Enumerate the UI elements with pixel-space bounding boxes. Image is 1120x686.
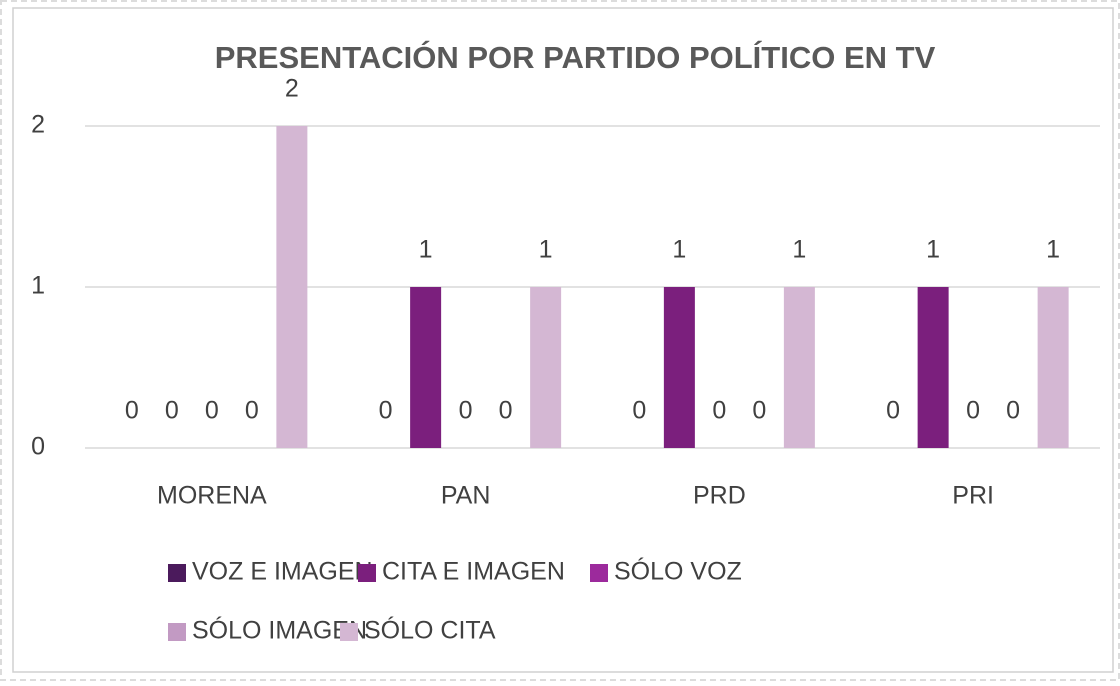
legend-swatch: [168, 564, 186, 582]
data-label: 0: [245, 397, 259, 425]
bar: [663, 287, 695, 448]
legend-swatch: [590, 564, 608, 582]
chart-title: PRESENTACIÓN POR PARTIDO POLÍTICO EN TV: [215, 39, 936, 75]
y-tick-label: 0: [31, 433, 45, 461]
bar: [783, 287, 815, 448]
data-label: 1: [672, 236, 686, 264]
data-label: 0: [632, 397, 646, 425]
legend-swatch: [168, 623, 186, 641]
legend-swatch: [340, 623, 358, 641]
data-label: 1: [1046, 236, 1060, 264]
y-tick-label: 2: [31, 111, 45, 139]
data-label: 0: [125, 397, 139, 425]
bar: [917, 287, 949, 448]
bar: [1037, 287, 1069, 448]
data-label: 1: [419, 236, 433, 264]
bar: [530, 287, 562, 448]
data-label: 0: [712, 397, 726, 425]
data-label: 0: [165, 397, 179, 425]
data-label: 0: [459, 397, 473, 425]
x-tick-label: PAN: [441, 482, 491, 510]
data-label: 1: [539, 236, 553, 264]
data-label: 1: [926, 236, 940, 264]
legend-label: SÓLO VOZ: [614, 557, 742, 586]
data-label: 0: [1006, 397, 1020, 425]
bar: [276, 126, 308, 448]
data-label: 0: [886, 397, 900, 425]
data-label: 1: [792, 236, 806, 264]
data-label: 0: [379, 397, 393, 425]
data-label: 0: [205, 397, 219, 425]
bar: [410, 287, 442, 448]
legend-label: CITA E IMAGEN: [382, 558, 565, 586]
legend-label: VOZ E IMAGEN: [192, 558, 373, 586]
x-tick-label: MORENA: [157, 482, 267, 510]
y-tick-label: 1: [31, 272, 45, 300]
legend-label: SÓLO CITA: [364, 616, 496, 645]
data-label: 2: [285, 75, 299, 103]
x-tick-label: PRI: [952, 482, 994, 510]
x-tick-label: PRD: [693, 482, 746, 510]
legend-label: SÓLO IMAGEN: [192, 616, 367, 645]
data-label: 0: [966, 397, 980, 425]
legend-swatch: [358, 564, 376, 582]
data-label: 0: [752, 397, 766, 425]
data-label: 0: [499, 397, 513, 425]
